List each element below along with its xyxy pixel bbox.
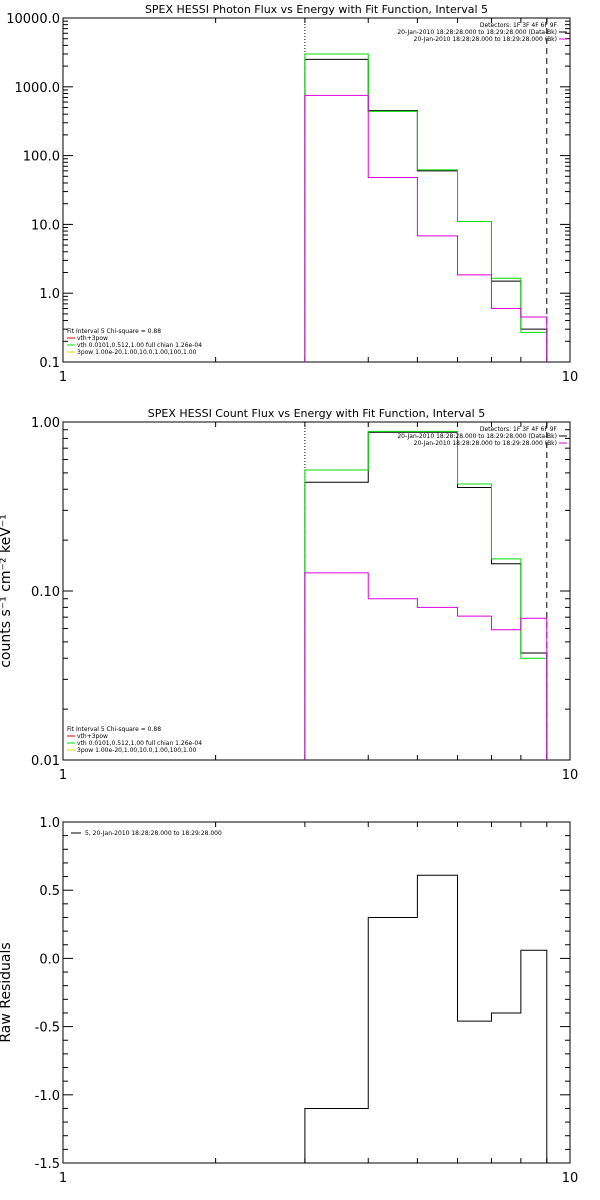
chart-panel-3: 1 10 -1.5 -1.0 -0.5 0.0 0.5 1.0 Raw Residuals 5, … [0,816,578,1186]
legend-entry: vth 0.0101,0.512,1.00 full chian 1.26e-0… [77,342,202,349]
y-tick-label: 1000.0 [15,81,61,96]
legend-header: Detectors: 1F 3F 4F 6F 9F [480,22,558,29]
legend-entry: 20-Jan-2010 18:28:28.000 to 18:29:28.000… [414,36,557,43]
y-tick-label: 0.01 [31,754,60,769]
legend-entry: 5, 20-Jan-2010 18:28:28.000 to 18:29:28.… [85,830,222,837]
legend-entry: 20-Jan-2010 18:28:28.000 to 18:29:28.000… [397,29,557,36]
legend-entry: 3pow 1.00e-20,1.00,10.0,1.00,100,1.00 [77,349,197,356]
series-line-2 [304,430,548,760]
legend-entry: vth+3pow [77,733,108,740]
y-tick-label: 0.1 [39,356,60,371]
y-tick-label: 0.5 [39,884,60,899]
series-line-3 [304,94,548,362]
y-tick-label: 10000.0 [6,12,60,27]
legend-header: Detectors: 1F 3F 4F 6F 9F [480,426,558,433]
y-tick-label: -1.0 [35,1089,60,1104]
y-tick-label: -0.5 [35,1021,60,1036]
x-tick-label: 10 [562,370,579,385]
chart-title: SPEX HESSI Count Flux vs Energy with Fit… [148,407,485,420]
x-tick-label: 1 [59,768,67,783]
x-tick-label: 10 [562,768,579,783]
series-line-1 [304,874,548,1163]
y-tick-label: -1.5 [35,1157,60,1172]
y-axis-label: Raw Residuals [0,942,14,1042]
chart-title: SPEX HESSI Photon Flux vs Energy with Fi… [145,3,488,16]
legend-entry: 20-Jan-2010 18:28:28.000 to 18:29:28.000… [397,433,557,440]
series-line-1 [304,58,548,362]
x-tick-label: 10 [562,1171,579,1186]
plot-frame [62,421,571,761]
y-tick-label: 1.0 [39,816,60,831]
x-tick-label: 1 [59,370,67,385]
chart-panel-2: SPEX HESSI Count Flux vs Energy with Fit… [0,407,578,783]
y-tick-label: 1.0 [39,287,60,302]
legend-entry: vth+3pow [77,335,108,342]
plot-frame [62,17,571,363]
x-tick-label: 1 [59,1171,67,1186]
legend-entry: 20-Jan-2010 18:28:28.000 to 18:29:28.000… [414,440,557,447]
y-tick-label: 100.0 [23,150,60,165]
legend-header: Fit Interval 5 Chi-square = 0.88 [67,726,161,733]
y-tick-label: 10.0 [31,218,60,233]
y-tick-label: 0.0 [39,952,60,967]
legend-entry: vth 0.0101,0.512,1.00 full chian 1.26e-0… [77,740,202,747]
legend-header: Fit Interval 5 Chi-square = 0.88 [67,328,161,335]
chart-panel-1: SPEX HESSI Photon Flux vs Energy with Fi… [6,3,578,385]
series-line-1 [304,431,548,760]
y-axis-label: counts s⁻¹ cm⁻² keV⁻¹ [0,514,14,668]
y-tick-label: 1.00 [31,416,60,431]
y-tick-label: 0.10 [31,585,60,600]
legend-entry: 3pow 1.00e-20,1.00,10.0,1.00,100,1.00 [77,747,197,754]
plot-frame [62,821,571,1164]
series-line-3 [304,572,548,760]
series-line-2 [304,53,548,362]
